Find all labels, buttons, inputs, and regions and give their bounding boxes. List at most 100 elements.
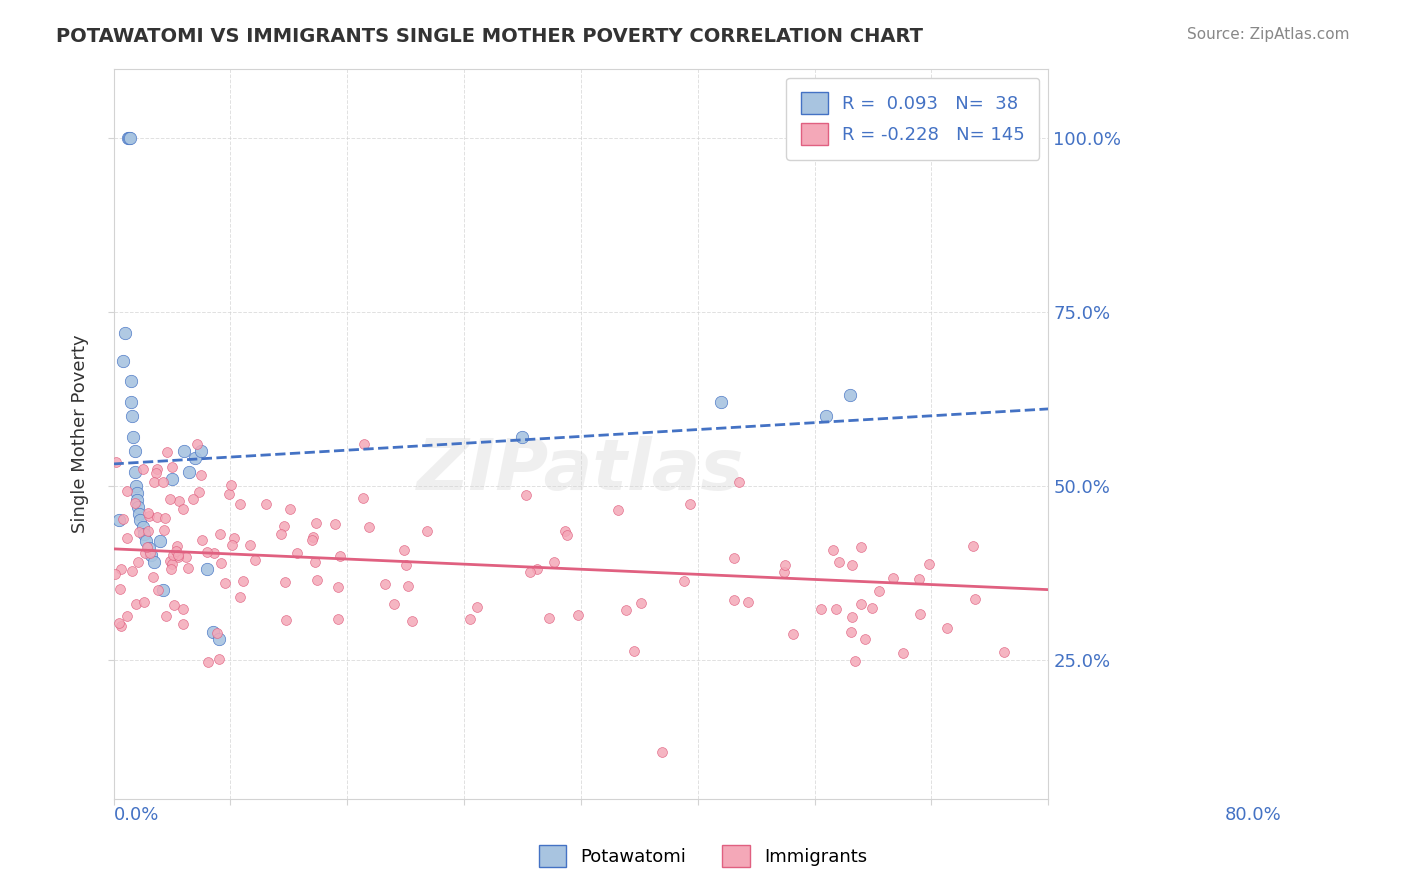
Point (146, 510, 169, 524)
Point (208, 632, 231, 646)
Legend: Potawatomi, Immigrants: Potawatomi, Immigrants (531, 838, 875, 874)
Point (537, 611, 560, 625)
Point (125, 485, 148, 500)
Point (304, 555, 326, 569)
Point (305, 516, 328, 530)
Point (543, 555, 565, 569)
Point (135, 534, 157, 549)
Point (254, 497, 277, 511)
Point (353, 437, 375, 451)
Point (165, 543, 187, 558)
Point (118, 131, 141, 145)
Point (159, 492, 181, 507)
Point (824, 601, 846, 615)
Point (188, 485, 211, 500)
Point (374, 576, 396, 591)
Point (723, 551, 745, 566)
Point (160, 460, 183, 475)
Point (672, 574, 695, 589)
Point (132, 520, 155, 534)
Point (274, 613, 297, 627)
Point (108, 582, 131, 596)
Point (243, 553, 266, 567)
Point (728, 475, 751, 489)
Point (301, 533, 323, 548)
Point (132, 462, 155, 476)
Point (821, 542, 844, 557)
Point (838, 388, 860, 402)
Point (174, 549, 197, 564)
Point (190, 444, 212, 458)
Point (167, 550, 190, 565)
Point (132, 595, 155, 609)
Point (270, 527, 292, 541)
Point (305, 574, 328, 588)
Point (201, 624, 224, 639)
Point (936, 621, 959, 635)
Point (107, 615, 129, 630)
Point (166, 539, 188, 553)
Point (526, 562, 548, 576)
Point (323, 517, 346, 532)
Point (138, 508, 160, 523)
Point (118, 131, 141, 145)
Point (177, 561, 200, 575)
Point (357, 520, 380, 534)
Point (142, 569, 165, 583)
Point (139, 545, 162, 559)
Point (153, 511, 176, 525)
Point (173, 444, 195, 458)
Point (395, 558, 418, 572)
Point (120, 375, 142, 389)
Point (918, 557, 941, 571)
Point (352, 491, 374, 505)
Point (209, 556, 232, 570)
Point (127, 500, 149, 514)
Point (394, 542, 416, 557)
Text: 0.0%: 0.0% (114, 805, 159, 824)
Point (908, 607, 931, 622)
Point (868, 584, 890, 599)
Point (155, 609, 177, 624)
Point (841, 609, 863, 624)
Point (121, 564, 143, 578)
Point (328, 580, 350, 594)
Point (465, 600, 488, 615)
Point (329, 549, 352, 563)
Point (278, 502, 301, 516)
Point (152, 523, 174, 537)
Point (993, 644, 1015, 658)
Point (219, 478, 242, 492)
Point (152, 475, 174, 490)
Point (160, 562, 183, 576)
Point (222, 531, 245, 545)
Point (138, 541, 160, 556)
Point (128, 524, 150, 539)
Text: Source: ZipAtlas.com: Source: ZipAtlas.com (1187, 27, 1350, 42)
Point (214, 575, 236, 590)
Point (401, 614, 423, 628)
Point (121, 409, 143, 424)
Text: 80.0%: 80.0% (1225, 805, 1282, 824)
Point (111, 512, 134, 526)
Point (623, 644, 645, 658)
Point (458, 611, 481, 625)
Point (120, 395, 142, 409)
Point (104, 455, 127, 469)
Point (287, 546, 309, 560)
Point (274, 574, 297, 589)
Point (128, 507, 150, 521)
Point (184, 450, 207, 465)
Point (519, 565, 541, 579)
Point (159, 554, 181, 568)
Point (221, 538, 243, 552)
Point (149, 534, 172, 549)
Point (828, 555, 851, 569)
Point (775, 558, 797, 573)
Point (232, 574, 254, 589)
Point (396, 579, 419, 593)
Point (125, 479, 148, 493)
Point (156, 445, 179, 459)
Point (239, 538, 262, 552)
Point (710, 395, 733, 409)
